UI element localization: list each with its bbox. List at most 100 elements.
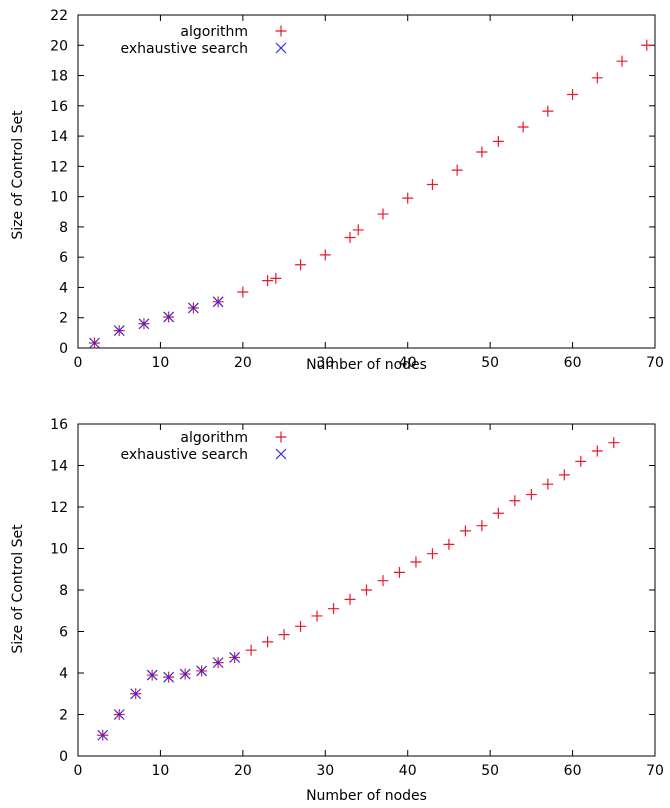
- algorithm-point: [237, 286, 249, 298]
- y-tick-label: 2: [59, 311, 68, 327]
- algorithm-point: [525, 489, 537, 501]
- y-tick-label: 4: [59, 280, 68, 296]
- algorithm-point: [591, 72, 603, 84]
- algorithm-point: [295, 259, 307, 271]
- algorithm-point: [443, 538, 455, 550]
- exhaustive-search-point: [138, 318, 150, 330]
- algorithm-point: [492, 135, 504, 147]
- algorithm-point: [311, 610, 323, 622]
- algorithm-point: [426, 179, 438, 191]
- legend-cross-marker: [275, 448, 287, 460]
- x-tick-label: 60: [564, 763, 582, 779]
- y-tick-label: 8: [59, 220, 68, 236]
- chart-top: 0 10 20 30 40 50 60 70 0 2 4 6 8 10 12 14 16 18 20 22 Number…: [10, 8, 664, 373]
- y-tick-label: 14: [50, 129, 68, 145]
- y-axis-title: Size of Control Set: [10, 524, 26, 654]
- x-tick-label: 50: [481, 763, 499, 779]
- algorithm-point: [542, 105, 554, 117]
- algorithm-point: [608, 437, 620, 449]
- exhaustive-search-point: [113, 325, 125, 337]
- algorithm-point: [492, 507, 504, 519]
- algorithm-point: [352, 224, 364, 236]
- y-tick-label: 22: [50, 8, 68, 24]
- algorithm-point: [641, 39, 653, 51]
- y-tick-label: 10: [50, 542, 68, 558]
- algorithm-point: [377, 575, 389, 587]
- algorithm-point: [278, 629, 290, 641]
- y-tick-label: 12: [50, 500, 68, 516]
- plot-frame: [77, 14, 656, 349]
- algorithm-point: [319, 249, 331, 261]
- algorithm-point: [567, 88, 579, 100]
- algorithm-point: [575, 455, 587, 467]
- y-tick-label: 16: [50, 417, 68, 433]
- x-tick-label: 10: [152, 763, 170, 779]
- algorithm-point: [393, 566, 405, 578]
- x-tick-label: 70: [646, 355, 664, 371]
- algorithm-point: [517, 121, 529, 133]
- exhaustive-search-point: [97, 729, 109, 741]
- x-tick-label: 60: [564, 355, 582, 371]
- algorithm-point: [476, 520, 488, 532]
- algorithm-point: [558, 469, 570, 481]
- y-tick-label: 0: [59, 341, 68, 357]
- algorithm-point: [262, 636, 274, 648]
- y-tick-label: 12: [50, 159, 68, 175]
- x-tick-label: 50: [481, 355, 499, 371]
- x-tick-label: 40: [399, 355, 417, 371]
- legend-cross-marker: [275, 42, 287, 54]
- algorithm-point: [377, 208, 389, 220]
- y-tick-label: 0: [59, 749, 68, 765]
- exhaustive-search-point: [212, 657, 224, 669]
- algorithm-point: [426, 548, 438, 560]
- exhaustive-search-point: [130, 688, 142, 700]
- y-tick-label: 14: [50, 459, 68, 475]
- algorithm-point: [245, 644, 257, 656]
- y-tick-label: 4: [59, 666, 68, 682]
- exhaustive-search-point: [113, 709, 125, 720]
- x-tick-label: 30: [316, 355, 334, 371]
- x-tick-label: 0: [74, 763, 83, 779]
- y-tick-label: 6: [59, 250, 68, 266]
- exhaustive-search-point: [187, 302, 199, 314]
- series-algorithm: [97, 437, 620, 741]
- exhaustive-search-point: [196, 665, 208, 677]
- series-exhaustive-search: [97, 652, 241, 741]
- x-axis-title: Number of nodes: [306, 357, 427, 373]
- x-tick-label: 10: [152, 355, 170, 371]
- x-tick-label: 30: [316, 763, 334, 779]
- exhaustive-search-point: [146, 669, 158, 681]
- algorithm-point: [476, 146, 488, 158]
- legend-plus-marker: [275, 25, 287, 37]
- y-tick-label: 20: [50, 38, 68, 54]
- legend-plus-marker: [275, 431, 287, 443]
- algorithm-point: [344, 232, 356, 244]
- exhaustive-search-point: [163, 671, 175, 683]
- algorithm-point: [344, 593, 356, 605]
- algorithm-point: [262, 275, 274, 287]
- algorithm-point: [591, 445, 603, 457]
- x-tick-label: 40: [399, 763, 417, 779]
- exhaustive-search-point: [179, 668, 191, 680]
- chart-bottom: 0 10 20 30 40 50 60 70 0 2 4 6 8 10 12 14 16 Number of no…: [10, 417, 664, 804]
- series-algorithm: [88, 39, 653, 349]
- exhaustive-search-point: [89, 337, 100, 349]
- algorithm-point: [328, 603, 340, 615]
- x-tick-label: 20: [234, 355, 252, 371]
- y-tick-label: 16: [50, 99, 68, 115]
- algorithm-point: [270, 272, 282, 284]
- y-axis-title: Size of Control Set: [10, 110, 26, 240]
- y-tick-label: 2: [59, 708, 68, 724]
- y-tick-label: 8: [59, 583, 68, 599]
- legend-label: exhaustive search: [120, 447, 248, 463]
- exhaustive-search-point: [163, 311, 175, 323]
- algorithm-point: [509, 495, 521, 507]
- y-tick-label: 10: [50, 190, 68, 206]
- exhaustive-search-point: [229, 652, 241, 663]
- algorithm-point: [402, 192, 414, 204]
- y-tick-label: 18: [50, 69, 68, 85]
- y-tick-label: 6: [59, 625, 68, 641]
